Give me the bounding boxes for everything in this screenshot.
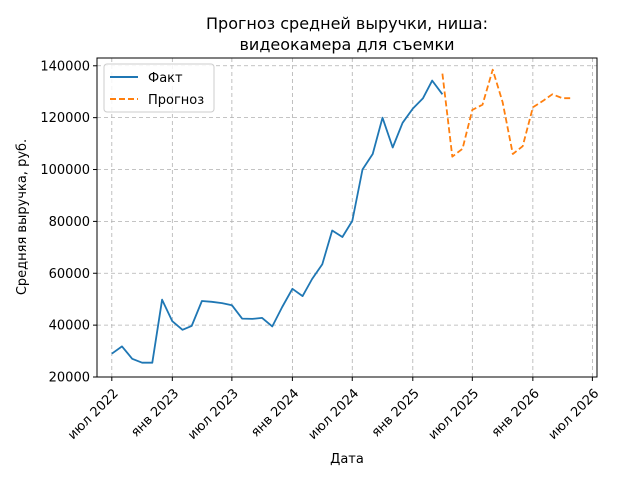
y-tick-label: 80000 — [49, 215, 90, 230]
y-tick-label: 140000 — [40, 59, 90, 74]
ticks: 20000 40000 60000 80000 100000 120000 140000 ию… — [40, 59, 602, 443]
y-tick-label: 100000 — [40, 163, 90, 178]
y-tick-label: 20000 — [49, 371, 90, 386]
plot-frame — [96, 57, 598, 378]
legend-label-forecast: Прогноз — [148, 93, 204, 108]
x-tick-label: янв 2025 — [369, 386, 423, 440]
x-tick-label: июл 2023 — [185, 386, 242, 443]
x-tick-label: июл 2025 — [426, 386, 483, 443]
series-line-fact — [111, 79, 444, 364]
x-tick-label: июл 2022 — [65, 386, 122, 443]
chart-title-line-2: видеокамера для съемки — [239, 35, 454, 54]
y-tick-label: 60000 — [49, 267, 90, 282]
y-axis-label: Средняя выручка, руб. — [15, 139, 30, 295]
series-layer — [111, 68, 573, 364]
legend: Факт Прогноз — [103, 63, 215, 113]
x-tick-label: янв 2024 — [248, 386, 302, 440]
x-tick-label: янв 2023 — [128, 386, 182, 440]
x-tick-label: июл 2026 — [546, 386, 603, 443]
x-axis-label: Дата — [330, 452, 364, 467]
y-tick-label: 120000 — [40, 111, 90, 126]
x-tick-label: июл 2024 — [306, 386, 363, 443]
series-line-forecast — [441, 68, 573, 158]
chart-title-line-1: Прогноз средней выручки, ниша: — [206, 14, 488, 33]
legend-label-fact: Факт — [148, 71, 183, 86]
x-tick-label: янв 2026 — [489, 386, 543, 440]
y-tick-label: 40000 — [49, 319, 90, 334]
